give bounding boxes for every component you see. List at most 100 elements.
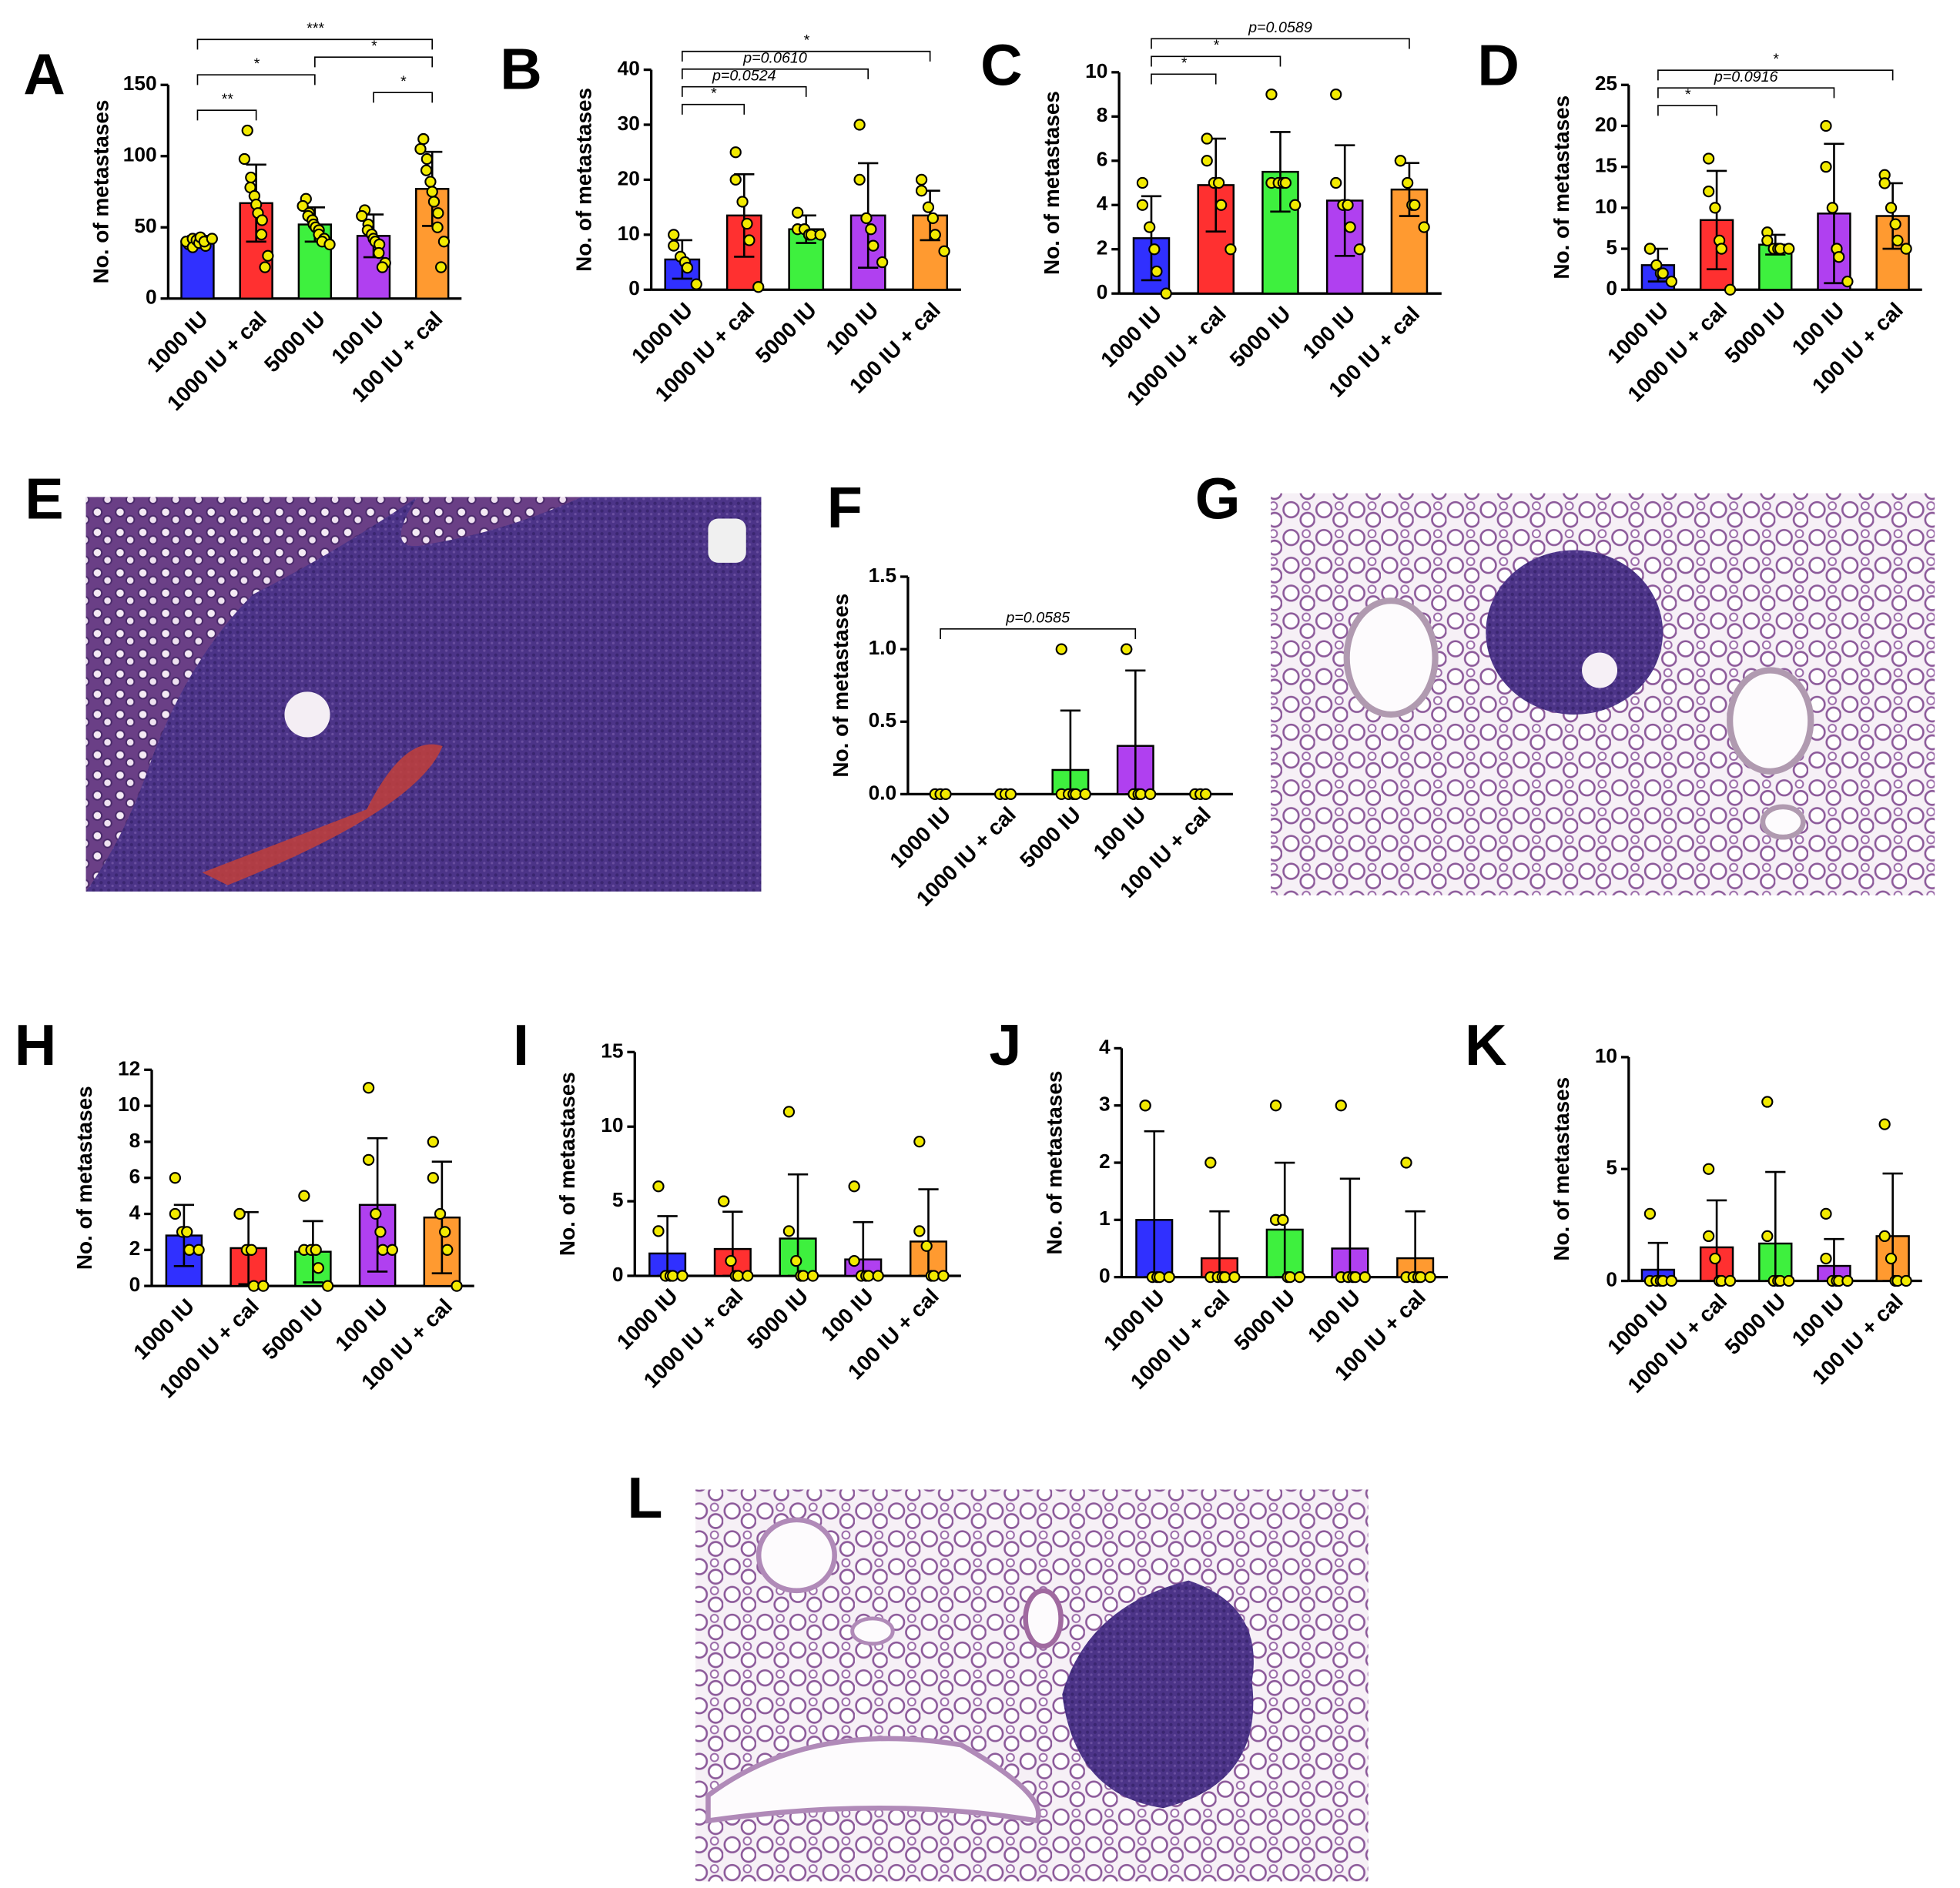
data-point bbox=[256, 214, 268, 226]
data-point bbox=[927, 1270, 940, 1282]
significance-bracket bbox=[1151, 73, 1217, 85]
data-point bbox=[1761, 1096, 1774, 1108]
panel-letter: D bbox=[1477, 34, 1519, 99]
significance-label: * bbox=[710, 85, 717, 102]
significance-bracket bbox=[1151, 55, 1282, 67]
data-point bbox=[321, 1280, 334, 1292]
data-point bbox=[729, 146, 742, 159]
significance-bracket bbox=[196, 109, 257, 121]
y-tick-label: 2 bbox=[1099, 1150, 1111, 1173]
data-point bbox=[1415, 1270, 1427, 1284]
data-point bbox=[922, 201, 935, 213]
x-tick-label: 100 IU bbox=[816, 1284, 878, 1345]
data-point bbox=[169, 1207, 182, 1220]
data-point bbox=[183, 1244, 196, 1256]
data-point bbox=[323, 238, 336, 251]
data-point bbox=[865, 223, 877, 236]
data-point bbox=[1833, 251, 1845, 263]
data-point bbox=[1715, 243, 1728, 255]
data-point bbox=[1891, 234, 1904, 247]
data-point bbox=[1889, 218, 1901, 230]
data-point bbox=[1702, 185, 1715, 198]
data-point bbox=[181, 1226, 193, 1238]
data-point bbox=[362, 1082, 375, 1094]
data-point bbox=[426, 186, 438, 198]
x-tick-label: 5000 IU bbox=[751, 298, 821, 368]
data-point bbox=[245, 1244, 258, 1256]
y-axis-title: No. of metastases bbox=[1550, 95, 1573, 280]
data-point bbox=[863, 1270, 875, 1282]
data-point bbox=[725, 1254, 737, 1267]
y-tick-label: 5 bbox=[612, 1188, 624, 1211]
data-point bbox=[1724, 283, 1737, 296]
data-point bbox=[806, 1270, 819, 1282]
significance-label: * bbox=[1213, 37, 1220, 54]
data-point bbox=[1139, 1100, 1151, 1112]
y-tick-label: 10 bbox=[1085, 59, 1107, 82]
data-point bbox=[297, 199, 309, 213]
data-point bbox=[1134, 788, 1147, 801]
y-tick-label: 4 bbox=[129, 1200, 141, 1224]
significance-bracket bbox=[1657, 87, 1835, 99]
data-point bbox=[241, 124, 253, 137]
data-point bbox=[1212, 176, 1225, 189]
y-tick-label: 15 bbox=[601, 1039, 623, 1062]
data-point bbox=[729, 173, 742, 186]
histology-image bbox=[1271, 493, 1935, 895]
y-tick-label: 20 bbox=[618, 166, 640, 189]
x-tick-label: 5000 IU bbox=[1720, 298, 1791, 368]
significance-label: * bbox=[1684, 86, 1691, 103]
significance-label: p=0.0916 bbox=[1714, 69, 1778, 85]
data-point bbox=[1121, 643, 1133, 655]
data-point bbox=[1820, 119, 1832, 132]
data-point bbox=[376, 261, 389, 273]
data-point bbox=[1900, 243, 1912, 255]
data-point bbox=[1228, 1270, 1241, 1284]
data-point bbox=[1269, 1100, 1282, 1112]
data-point bbox=[732, 1270, 744, 1282]
data-point bbox=[1424, 1270, 1436, 1284]
y-tick-label: 10 bbox=[1595, 1044, 1617, 1067]
panel-letter: J bbox=[989, 1013, 1021, 1078]
data-point bbox=[1783, 1274, 1795, 1287]
y-tick-label: 100 bbox=[123, 143, 157, 166]
data-point bbox=[1136, 176, 1149, 189]
data-point bbox=[1293, 1270, 1306, 1284]
error-bar bbox=[1706, 169, 1727, 270]
y-tick-label: 0 bbox=[1099, 1264, 1111, 1287]
data-point bbox=[782, 1106, 796, 1118]
y-tick-label: 12 bbox=[118, 1056, 140, 1080]
data-point bbox=[718, 1195, 730, 1207]
data-point bbox=[1878, 1118, 1891, 1130]
significance-label: * bbox=[1181, 55, 1188, 72]
data-point bbox=[1841, 275, 1854, 288]
y-tick-label: 5 bbox=[1606, 1156, 1617, 1179]
y-tick-label: 0 bbox=[1606, 1267, 1617, 1290]
x-tick-label: 5000 IU bbox=[260, 306, 330, 377]
bar bbox=[180, 240, 215, 300]
data-point bbox=[652, 1180, 665, 1193]
data-point bbox=[420, 152, 433, 166]
data-point bbox=[792, 206, 804, 219]
data-point bbox=[420, 164, 433, 176]
data-point bbox=[752, 281, 765, 293]
data-point bbox=[681, 262, 694, 274]
data-point bbox=[1709, 202, 1721, 214]
data-point bbox=[1144, 788, 1157, 801]
y-axis-title: No. of metastases bbox=[89, 100, 112, 284]
data-point bbox=[1349, 1270, 1362, 1284]
data-point bbox=[427, 1136, 439, 1148]
data-point bbox=[312, 1262, 324, 1274]
significance-bracket bbox=[1657, 69, 1894, 81]
y-axis-title: No. of metastases bbox=[1042, 1071, 1066, 1255]
data-point bbox=[1342, 199, 1354, 211]
data-point bbox=[1409, 199, 1421, 211]
data-point bbox=[1394, 155, 1407, 167]
data-point bbox=[1820, 1252, 1832, 1265]
significance-bracket bbox=[940, 628, 1137, 639]
data-point bbox=[938, 245, 950, 257]
data-point bbox=[1265, 88, 1278, 101]
